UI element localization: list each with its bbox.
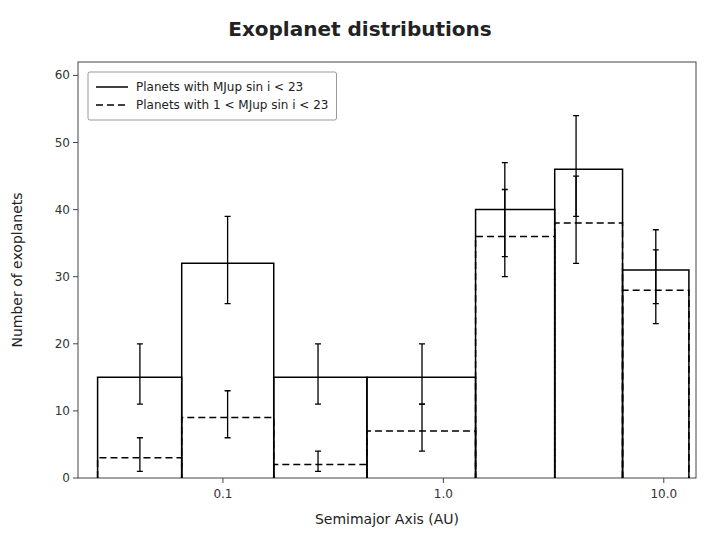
- error-bar: [137, 438, 143, 472]
- error-bar: [225, 391, 231, 438]
- tick-mark: [73, 276, 78, 277]
- title: Exoplanet distributions: [228, 17, 492, 41]
- tick-mark: [73, 410, 78, 411]
- tick-label: 20: [55, 337, 70, 351]
- error-bar: [137, 344, 143, 404]
- error-bar: [573, 176, 579, 263]
- histogram-bin: [476, 236, 555, 478]
- legend-label: Planets with 1 < MJup sin i < 23: [136, 98, 329, 112]
- histogram-bin: [274, 377, 367, 478]
- histogram-bin: [555, 169, 623, 478]
- histogram-bin: [476, 210, 555, 478]
- legend: Planets with MJup sin i < 23 Planets with…: [88, 72, 337, 120]
- x-axis-label: Semimajor Axis (AU): [315, 511, 459, 527]
- tick-label: 40: [55, 203, 70, 217]
- legend-swatch: [96, 86, 128, 88]
- tick-label: 50: [55, 136, 70, 150]
- data: [98, 116, 689, 478]
- histogram-bin: [367, 431, 476, 478]
- tick-label: 10.0: [650, 487, 677, 501]
- error-bar: [225, 216, 231, 303]
- tick-mark: [222, 478, 223, 483]
- series: [98, 176, 689, 478]
- histogram-bin: [367, 377, 476, 478]
- error-bar: [315, 451, 321, 471]
- error-bar: [502, 189, 508, 276]
- tick-label: 0: [62, 471, 70, 485]
- tick-mark: [663, 478, 664, 483]
- tick-label: 0.1: [213, 487, 232, 501]
- tick-mark: [73, 142, 78, 143]
- tick-mark: [73, 478, 78, 479]
- series: [98, 116, 689, 478]
- tick-label: 30: [55, 270, 70, 284]
- error-bar: [653, 250, 659, 324]
- y-axis-label: Number of exoplanets: [9, 192, 25, 347]
- histogram-bin: [555, 223, 623, 478]
- error-bar: [315, 344, 321, 404]
- plot-area: [78, 62, 696, 478]
- legend-label: Planets with MJup sin i < 23: [136, 80, 303, 94]
- error-bar: [419, 404, 425, 451]
- tick-label: 1.0: [434, 487, 453, 501]
- tick-label: 60: [55, 68, 70, 82]
- legend-box: [88, 72, 337, 120]
- tick-mark: [73, 209, 78, 210]
- x-axis: 0.1 1.0 10.0: [213, 478, 677, 501]
- error-bar: [419, 344, 425, 404]
- y-axis: 0 10 20 30 40 50 60: [55, 68, 78, 485]
- tick-mark: [73, 343, 78, 344]
- chart: Exoplanet distributions 0 10 20 30 40 50 60 0.1 1…: [0, 0, 720, 540]
- plot-frame: [78, 62, 696, 478]
- tick-mark: [73, 75, 78, 76]
- tick-label: 10: [55, 404, 70, 418]
- legend-swatch: [96, 104, 128, 106]
- tick-mark: [443, 478, 444, 483]
